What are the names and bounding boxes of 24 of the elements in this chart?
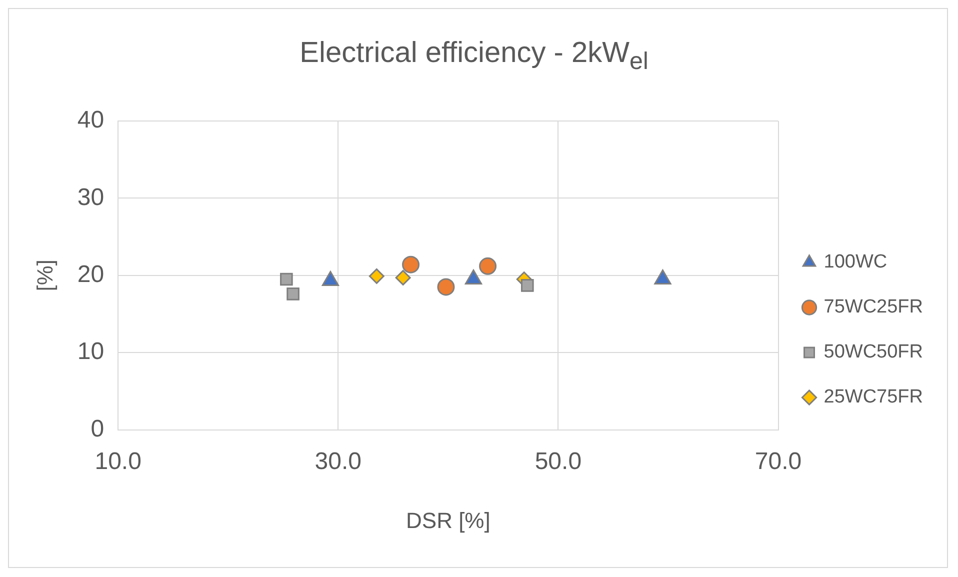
y-tick-label: 20: [77, 261, 104, 288]
y-tick-label: 0: [90, 415, 104, 442]
x-tick-label: 70.0: [754, 448, 802, 475]
legend-label: 100WC: [824, 252, 888, 273]
y-tick-label: 30: [77, 184, 104, 211]
point: [479, 257, 497, 275]
point: [395, 270, 411, 286]
point: [520, 279, 534, 292]
point: [368, 268, 384, 284]
x-axis-title: DSR [%]: [406, 508, 490, 533]
point: [402, 256, 420, 274]
legend-label: 75WC25FR: [824, 296, 923, 318]
y-axis-title: [%]: [32, 260, 58, 292]
point: [437, 278, 455, 296]
point: [286, 288, 300, 300]
y-tick-label: 40: [77, 106, 104, 134]
legend-label: 50WC50FR: [824, 342, 923, 363]
x-tick-label: 10.0: [94, 448, 142, 475]
legend-label: 25WC75FR: [824, 386, 923, 408]
x-tick-label: 50.0: [534, 448, 582, 475]
point: [280, 272, 293, 286]
y-tick-label: 10: [77, 338, 104, 366]
chart-title: Electrical efficiency - 2kW$_{el}$: [298, 37, 650, 76]
x-tick-label: 30.0: [314, 448, 362, 475]
